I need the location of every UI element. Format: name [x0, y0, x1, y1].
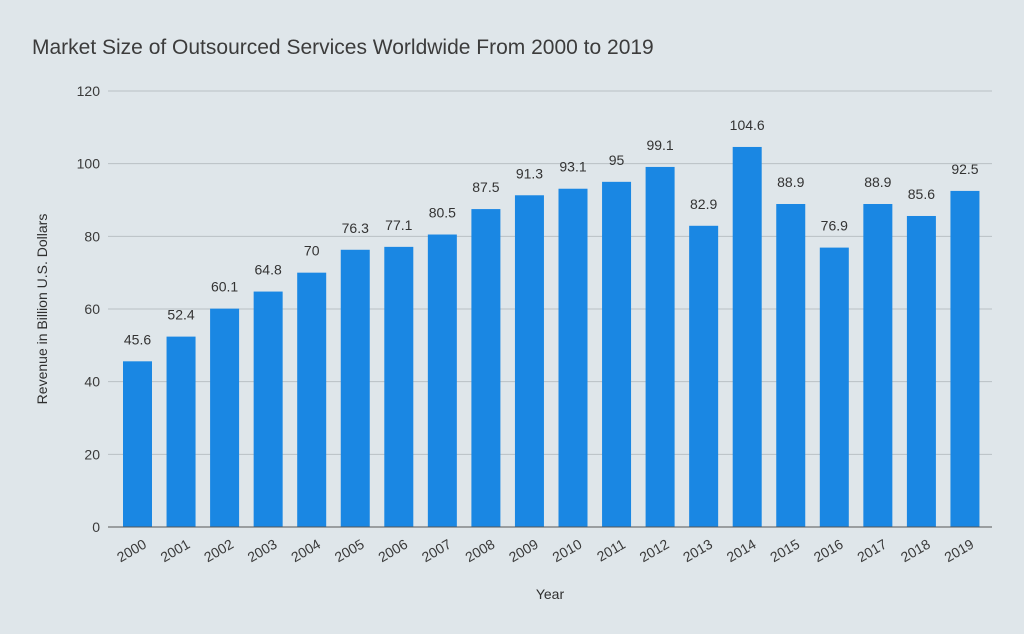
data-label: 80.5 [429, 205, 456, 221]
bar [210, 308, 240, 527]
x-tick-label: 2017 [854, 536, 889, 566]
bar [732, 146, 762, 527]
data-label: 76.3 [342, 220, 369, 236]
x-tick-label: 2012 [637, 536, 672, 566]
y-axis-ticks: 0 20 40 60 80 100 120 [77, 83, 101, 535]
bar [427, 234, 457, 527]
data-label: 92.5 [951, 161, 978, 177]
bar [689, 225, 719, 527]
data-label: 91.3 [516, 165, 543, 181]
bar [253, 291, 283, 527]
data-label: 60.1 [211, 279, 238, 295]
x-tick-label: 2003 [245, 536, 280, 566]
x-axis-label: Year [536, 586, 565, 602]
data-label: 77.1 [385, 217, 412, 233]
bar [602, 181, 632, 528]
data-labels: 45.6 52.4 60.1 64.8 70 76.3 77.1 80.5 87.5 91.3 93… [124, 117, 979, 347]
y-tick-label: 0 [92, 519, 100, 535]
y-tick-label: 100 [77, 156, 101, 172]
x-tick-label: 2016 [811, 536, 846, 566]
x-tick-label: 2008 [462, 536, 497, 566]
bar [384, 246, 414, 527]
y-tick-label: 40 [84, 374, 100, 390]
x-tick-label: 2006 [375, 536, 410, 566]
data-label: 45.6 [124, 331, 151, 347]
y-tick-label: 80 [84, 228, 100, 244]
data-label: 87.5 [472, 179, 499, 195]
bar [863, 203, 893, 527]
bar [645, 166, 675, 528]
bar [776, 203, 806, 527]
y-tick-label: 20 [84, 446, 100, 462]
y-tick-label: 120 [77, 83, 101, 99]
data-label: 88.9 [864, 174, 891, 190]
data-label: 99.1 [646, 137, 673, 153]
data-label: 85.6 [908, 186, 935, 202]
data-label: 82.9 [690, 196, 717, 212]
x-tick-label: 2005 [332, 536, 367, 566]
data-label: 104.6 [730, 117, 765, 133]
y-axis-label: Revenue in Billion U.S. Dollars [34, 214, 50, 405]
x-tick-label: 2010 [550, 536, 585, 566]
x-tick-label: 2000 [114, 536, 149, 566]
x-tick-label: 2013 [680, 536, 715, 566]
bar [340, 249, 370, 527]
gridlines [108, 90, 992, 455]
data-label: 52.4 [167, 307, 194, 323]
bar [297, 272, 327, 527]
bar [166, 336, 196, 527]
x-axis-ticks: 2000 2001 2002 2003 2004 2005 2006 2007 2008 2009… [114, 536, 977, 566]
bar [819, 247, 849, 527]
x-tick-label: 2002 [201, 536, 236, 566]
x-tick-label: 2009 [506, 536, 541, 566]
bar [950, 190, 980, 527]
x-tick-label: 2015 [767, 536, 802, 566]
x-tick-label: 2007 [419, 536, 454, 566]
x-tick-label: 2019 [941, 536, 976, 566]
data-label: 76.9 [821, 218, 848, 234]
data-label: 95 [609, 152, 625, 168]
x-tick-label: 2004 [288, 536, 323, 566]
y-tick-label: 60 [84, 301, 100, 317]
x-tick-label: 2018 [898, 536, 933, 566]
data-label: 88.9 [777, 174, 804, 190]
bar [558, 188, 588, 527]
data-label: 70 [304, 243, 320, 259]
data-label: 93.1 [559, 159, 586, 175]
x-tick-label: 2011 [594, 536, 628, 565]
bar [471, 209, 501, 528]
chart-title: Market Size of Outsourced Services World… [32, 36, 654, 59]
bar [514, 195, 544, 527]
x-tick-label: 2014 [724, 536, 759, 566]
bar [906, 215, 936, 527]
data-label: 64.8 [255, 262, 282, 278]
bar [123, 361, 152, 527]
x-tick-label: 2001 [158, 536, 193, 566]
bars [123, 146, 980, 528]
